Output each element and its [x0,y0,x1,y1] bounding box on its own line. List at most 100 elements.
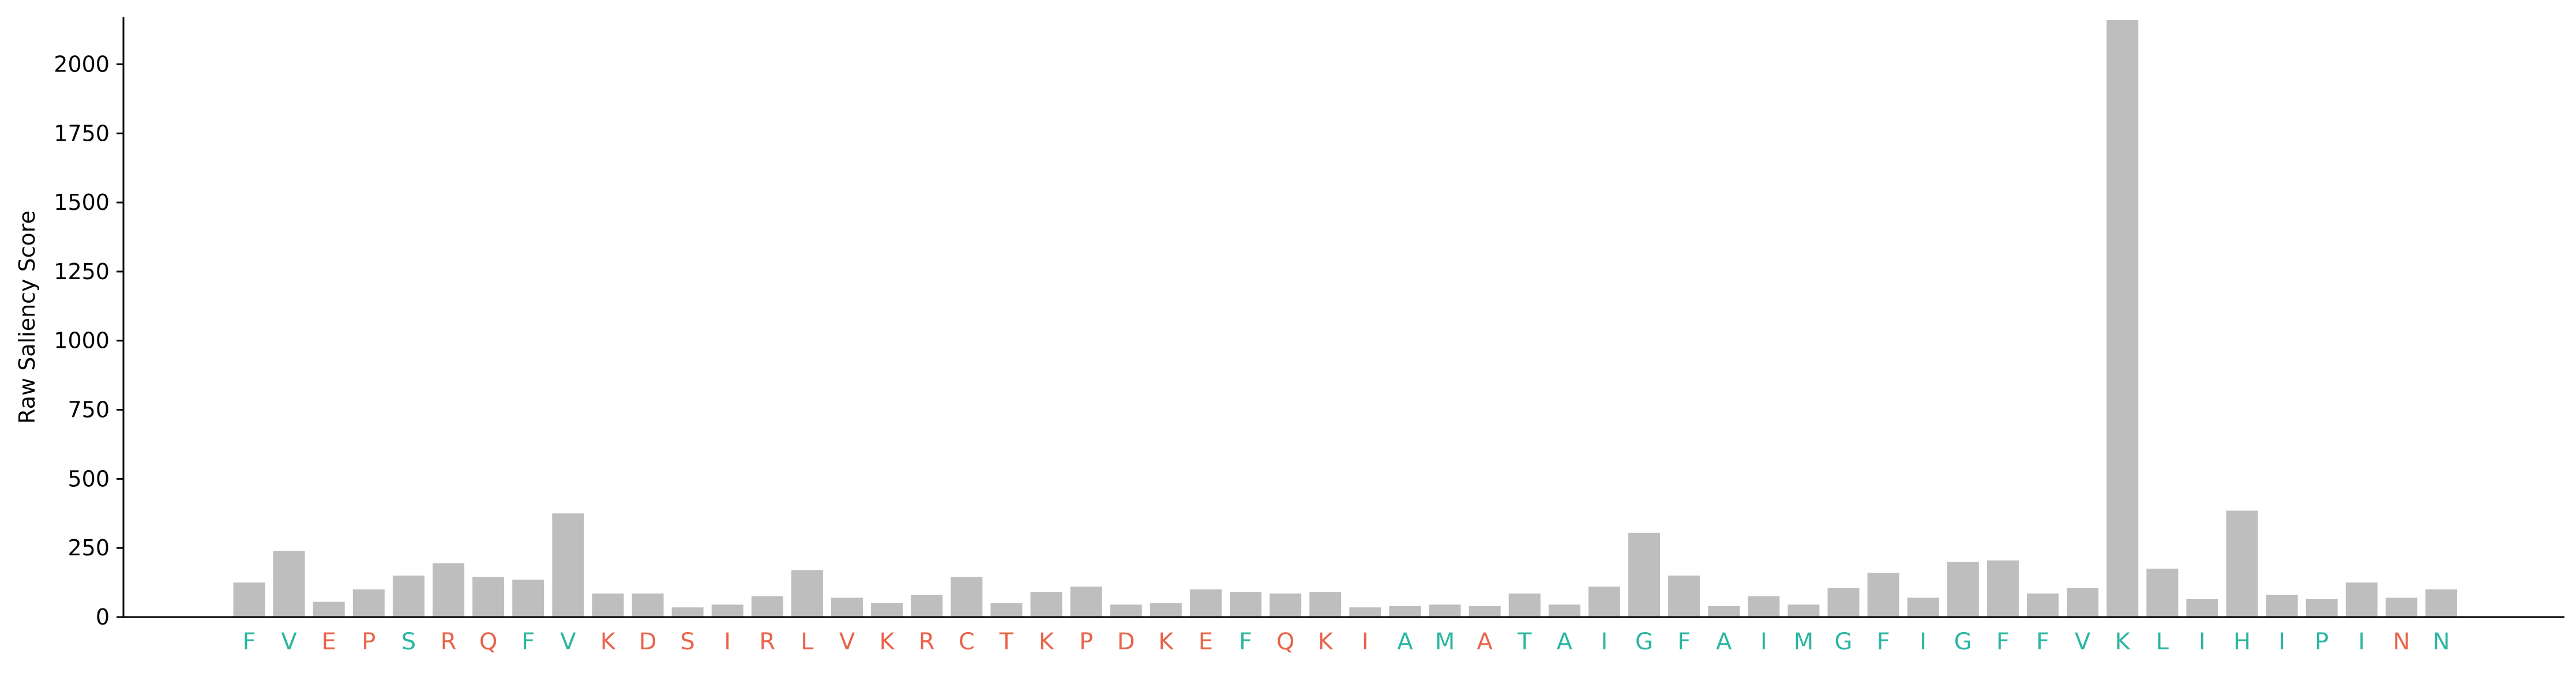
bar [2266,595,2298,617]
x-category-label: M [1794,629,1814,655]
y-tick-label: 1500 [54,190,110,215]
bar [1309,592,1342,617]
x-category-label: V [2075,629,2091,655]
bar [472,577,505,617]
x-category-label: K [879,629,895,655]
bar [751,596,783,617]
x-category-label: A [1477,629,1493,655]
bar [1708,606,1740,617]
bar [592,593,624,617]
bar [1788,604,1820,617]
bar [1907,597,1939,617]
x-category-label: H [2233,629,2251,655]
x-category-label: L [801,629,814,655]
x-category-label: K [2115,629,2131,655]
bar [951,577,983,617]
y-tick-label: 1250 [54,259,110,284]
x-category-label: N [2433,629,2450,655]
bar [2305,599,2338,617]
bar [1588,586,1620,617]
bar [2027,593,2059,617]
bar [990,603,1023,617]
bar [2106,20,2139,618]
y-tick-label: 2000 [54,51,110,77]
bar [1110,604,1142,617]
bar [1469,606,1501,617]
x-category-label: R [441,629,457,655]
x-category-label: D [1117,629,1135,655]
y-tick-label: 1750 [54,121,110,146]
bar [1628,532,1660,617]
x-category-label: I [724,629,731,655]
x-category-label: T [1517,629,1532,655]
bar [512,580,545,617]
bar [791,570,823,617]
x-category-label: R [919,629,935,655]
x-category-label: C [959,629,975,655]
bar [1748,596,1780,617]
bar [1548,604,1580,617]
x-category-label: F [242,629,256,655]
x-category-label: P [1079,629,1093,655]
x-category-label: L [2156,629,2169,655]
bar [1429,604,1461,617]
y-tick-label: 500 [67,466,110,491]
x-category-label: S [680,629,694,655]
x-category-label: S [401,629,416,655]
bar [871,603,903,617]
bar [2186,599,2218,617]
bar [552,513,584,617]
x-category-label: A [1397,629,1413,655]
x-category-label: G [1835,629,1853,655]
bar [1827,588,1860,617]
x-category-label: D [639,629,657,655]
x-category-label: N [2393,629,2410,655]
x-category-label: I [2199,629,2206,655]
y-tick-label: 0 [96,604,110,630]
bar [632,593,664,617]
bar [1947,562,1979,617]
x-category-label: G [1954,629,1972,655]
bar [352,589,385,617]
x-category-label: G [1635,629,1653,655]
x-category-label: V [281,629,297,655]
y-axis-ticks: 0 250 500 750 1000 1250 1500 1750 2000 [54,51,123,630]
bar [392,576,425,617]
x-category-label: A [1716,629,1732,655]
x-category-label: I [1760,629,1767,655]
bar [2146,569,2179,617]
x-category-label: M [1435,629,1455,655]
bar [1189,589,1222,617]
bar [233,582,265,617]
x-category-label: F [1877,629,1890,655]
x-category-label: V [560,629,576,655]
bar [2226,510,2258,617]
x-category-label: K [600,629,617,655]
bar [1030,592,1062,617]
bar [1508,593,1541,617]
x-category-label: P [362,629,375,655]
bar [433,563,464,617]
x-category-label: K [1318,629,1334,655]
x-category-label: Q [479,629,497,655]
bar [1349,607,1381,617]
x-category-label: I [2358,629,2365,655]
bar [911,595,943,617]
x-category-label: E [322,629,336,655]
y-tick-label: 750 [67,397,110,423]
y-axis-title: Raw Saliency Score [14,210,40,424]
bar [1270,593,1302,617]
bar [1070,586,1102,617]
bar [1867,573,1899,617]
x-category-label: F [1239,629,1252,655]
y-tick-label: 250 [67,535,110,561]
x-category-label: I [1920,629,1927,655]
x-category-label: Q [1276,629,1294,655]
bar [2345,582,2378,617]
x-category-label: A [1557,629,1573,655]
bar [711,604,743,617]
bar [1150,603,1182,617]
x-category-label: R [759,629,775,655]
